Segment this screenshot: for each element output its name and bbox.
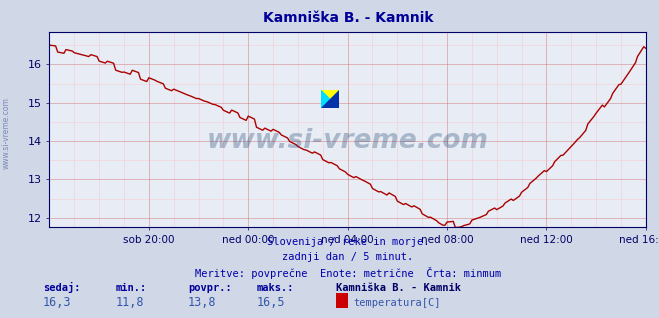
Polygon shape (321, 90, 339, 108)
Text: 16,3: 16,3 (43, 296, 71, 309)
Text: Kamniška B. - Kamnik: Kamniška B. - Kamnik (263, 11, 433, 25)
Text: Kamniška B. - Kamnik: Kamniška B. - Kamnik (336, 283, 461, 293)
Text: 13,8: 13,8 (188, 296, 216, 309)
Text: www.si-vreme.com: www.si-vreme.com (2, 98, 11, 169)
Text: Meritve: povprečne  Enote: metrične  Črta: minmum: Meritve: povprečne Enote: metrične Črta:… (195, 267, 501, 280)
Text: temperatura[C]: temperatura[C] (353, 298, 441, 308)
Text: www.si-vreme.com: www.si-vreme.com (207, 128, 488, 154)
Text: povpr.:: povpr.: (188, 283, 231, 293)
Text: maks.:: maks.: (257, 283, 295, 293)
Text: 11,8: 11,8 (115, 296, 144, 309)
Text: sedaj:: sedaj: (43, 282, 80, 293)
Polygon shape (321, 90, 339, 108)
Polygon shape (321, 90, 339, 108)
Text: zadnji dan / 5 minut.: zadnji dan / 5 minut. (282, 252, 414, 262)
Text: 16,5: 16,5 (257, 296, 285, 309)
Text: Slovenija / reke in morje.: Slovenija / reke in morje. (267, 237, 429, 247)
Text: min.:: min.: (115, 283, 146, 293)
